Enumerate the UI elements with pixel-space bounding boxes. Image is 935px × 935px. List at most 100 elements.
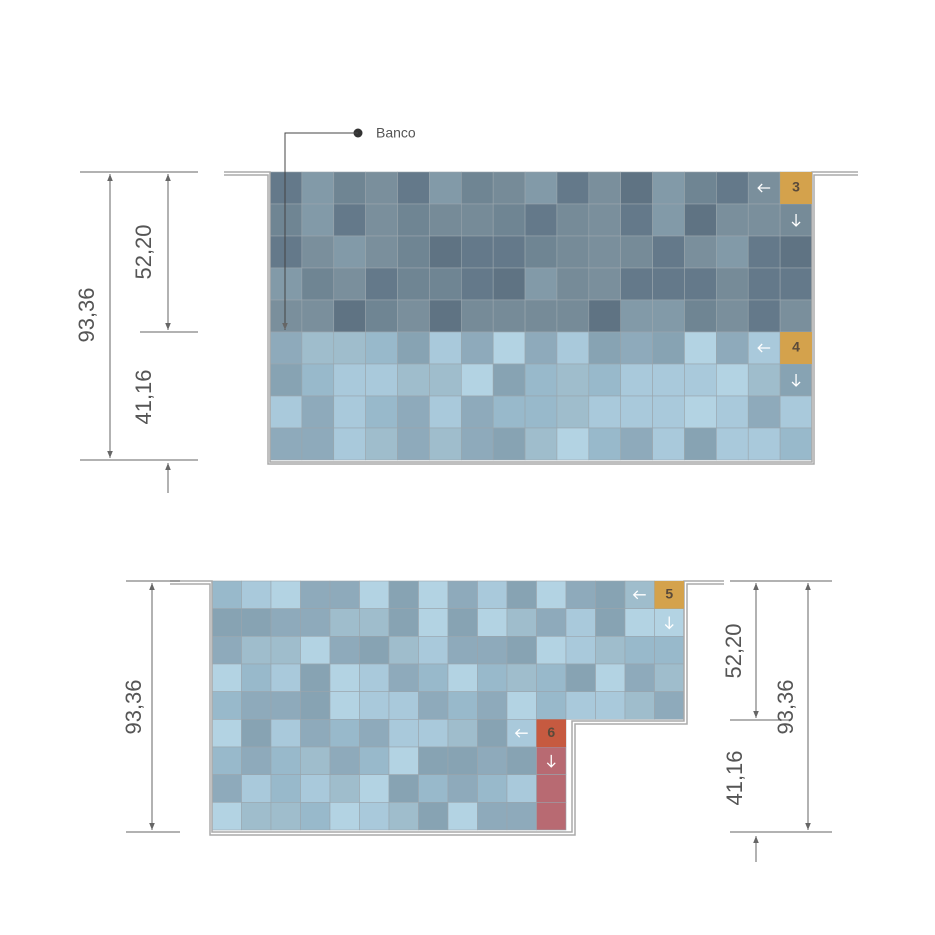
- tile: [492, 299, 526, 333]
- tile: [301, 363, 335, 397]
- tile: [211, 691, 242, 720]
- dimension-label: 93,36: [121, 679, 146, 734]
- tile: [270, 802, 301, 831]
- tile: [388, 719, 419, 748]
- tile: [716, 267, 749, 301]
- tile: [524, 427, 558, 461]
- tile: [333, 363, 366, 397]
- dimension-label: 93,36: [773, 679, 798, 734]
- tile: [329, 746, 360, 775]
- tile: [447, 774, 478, 803]
- marker-tile: [654, 581, 684, 609]
- tile: [565, 608, 596, 637]
- tile: [716, 203, 749, 237]
- tile: [556, 267, 590, 301]
- tile: [300, 691, 331, 720]
- tile: [492, 235, 526, 269]
- tile: [779, 395, 813, 429]
- tile: [556, 235, 590, 269]
- arrow-down: [791, 214, 801, 227]
- tile: [747, 235, 781, 269]
- tile: [397, 235, 430, 269]
- tile: [492, 427, 526, 461]
- tile: [418, 802, 449, 831]
- tile: [329, 802, 360, 831]
- tile: [365, 235, 398, 269]
- tile: [269, 331, 303, 365]
- tile: [418, 608, 449, 637]
- tile: [359, 580, 390, 609]
- tile: [595, 691, 626, 720]
- marker-label: 6: [547, 724, 555, 740]
- tile: [595, 608, 626, 637]
- dimension-label: 93,36: [74, 287, 99, 342]
- tile: [241, 719, 272, 748]
- tile: [429, 427, 462, 461]
- tile: [397, 395, 430, 429]
- tile: [652, 203, 685, 237]
- tile: [301, 427, 335, 461]
- tile: [588, 299, 622, 333]
- arrow-down: [791, 374, 801, 387]
- tile: [588, 235, 622, 269]
- markers: 3 4 5 6: [514, 172, 812, 768]
- tile: [779, 267, 813, 301]
- tile: [747, 395, 781, 429]
- tile: [652, 427, 685, 461]
- tile: [269, 299, 303, 333]
- tile: [524, 395, 558, 429]
- tile: [429, 171, 462, 205]
- tile: [684, 331, 717, 365]
- tile: [241, 802, 272, 831]
- tile: [524, 235, 558, 269]
- tile: [477, 746, 508, 775]
- arrow-left: [514, 728, 528, 738]
- tile: [301, 267, 335, 301]
- tile: [492, 363, 526, 397]
- tile: [270, 580, 301, 609]
- tile: [620, 235, 653, 269]
- tile: [506, 636, 537, 665]
- tile: [492, 331, 526, 365]
- tile: [359, 746, 390, 775]
- tile: [779, 299, 813, 333]
- tile: [388, 691, 419, 720]
- tile: [269, 203, 303, 237]
- tile: [620, 363, 653, 397]
- tile: [556, 299, 590, 333]
- pool-frame: [224, 171, 858, 465]
- marker-tile: [780, 332, 812, 364]
- tile: [492, 171, 526, 205]
- tile: [211, 774, 242, 803]
- tile: [620, 203, 653, 237]
- tile: [684, 363, 717, 397]
- tile: [477, 774, 508, 803]
- tile: [536, 608, 567, 637]
- tile: [329, 691, 360, 720]
- tile: [716, 427, 749, 461]
- tile: [536, 691, 567, 720]
- tile: [506, 663, 537, 692]
- tile: [524, 299, 558, 333]
- tile: [329, 719, 360, 748]
- tile: [365, 299, 398, 333]
- tile: [524, 171, 558, 205]
- tile: [211, 746, 242, 775]
- tile: [269, 427, 303, 461]
- tile: [241, 691, 272, 720]
- tile: [620, 427, 653, 461]
- tile: [624, 636, 655, 665]
- tile: [477, 691, 508, 720]
- tile: [716, 171, 749, 205]
- tile: [447, 719, 478, 748]
- tile: [652, 331, 685, 365]
- tiles: [211, 171, 813, 831]
- tile: [300, 719, 331, 748]
- tile: [365, 395, 398, 429]
- tile: [333, 299, 366, 333]
- marker-label: 4: [792, 339, 800, 355]
- tile: [716, 331, 749, 365]
- tile: [418, 663, 449, 692]
- tile: [333, 427, 366, 461]
- tile: [397, 267, 430, 301]
